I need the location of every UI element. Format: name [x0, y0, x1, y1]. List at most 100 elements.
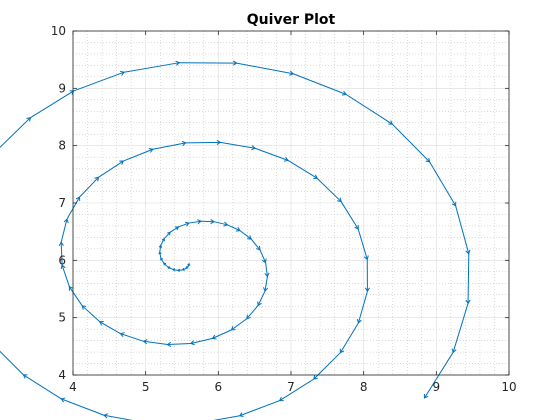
quiver-arrow — [357, 228, 368, 260]
quiver-arrowhead — [185, 266, 189, 270]
quiver-arrow — [254, 147, 289, 161]
quiver-arrow — [246, 305, 259, 319]
quiver-arrowhead — [103, 413, 108, 419]
y-tick-label: 9 — [58, 81, 66, 95]
quiver-arrow — [99, 321, 121, 335]
quiver-arrowhead — [184, 221, 190, 227]
quiver-arrow — [257, 290, 266, 306]
quiver-arrowhead — [341, 90, 347, 96]
quiver-arrow — [340, 201, 359, 230]
quiver-arrow — [265, 262, 268, 277]
quiver-arrow — [178, 222, 190, 228]
x-tick-label: 6 — [215, 380, 223, 394]
quiver-arrowhead — [148, 148, 154, 153]
quiver-arrow — [188, 220, 202, 224]
quiver-arrowhead — [363, 255, 369, 261]
quiver-arrows — [0, 60, 471, 420]
quiver-arrow — [68, 286, 83, 307]
quiver-arrow — [227, 224, 241, 232]
quiver-arrow — [103, 414, 133, 420]
quiver-arrow — [190, 337, 213, 344]
quiver-arrow — [287, 159, 318, 179]
quiver-arrowhead — [313, 174, 318, 179]
quiver-arrowhead — [167, 266, 171, 270]
y-tick-label: 4 — [58, 368, 66, 382]
quiver-arrow — [259, 249, 267, 263]
quiver-arrow — [169, 226, 179, 233]
quiver-arrow — [455, 205, 470, 254]
quiver-arrowhead — [142, 339, 148, 345]
quiver-arrowhead — [187, 263, 191, 267]
quiver-arrow — [213, 221, 228, 226]
x-tick-label: 4 — [69, 380, 77, 394]
quiver-arrow — [292, 73, 347, 95]
quiver-arrowhead — [423, 393, 429, 399]
quiver-arrow — [0, 117, 31, 148]
quiver-arrowhead — [166, 341, 172, 347]
x-tick-label: 7 — [287, 380, 295, 394]
y-tick-label: 5 — [58, 311, 66, 325]
quiver-arrowhead — [246, 314, 251, 320]
quiver-arrow — [81, 305, 101, 323]
quiver-arrowhead — [189, 340, 195, 346]
x-tick-label: 5 — [142, 380, 150, 394]
quiver-arrowhead — [63, 218, 69, 224]
quiver-arrow — [160, 257, 165, 264]
quiver-arrow — [143, 340, 168, 346]
quiver-arrow — [152, 142, 186, 150]
quiver-arrow — [429, 161, 457, 206]
quiver-arrow — [391, 123, 430, 163]
quiver-arrow — [0, 350, 24, 376]
y-tick-label: 10 — [51, 24, 66, 38]
x-tick-label: 9 — [433, 380, 441, 394]
quiver-arrow — [212, 329, 232, 339]
ticks — [72, 30, 510, 376]
quiver-arrow — [220, 141, 256, 149]
quiver-arrow — [231, 318, 248, 331]
quiver-arrow — [239, 230, 252, 240]
quiver-arrow — [23, 374, 62, 400]
quiver-arrow — [98, 160, 124, 178]
quiver-arrow — [123, 62, 180, 73]
quiver-arrowhead — [119, 332, 125, 338]
tick-labels: 4 5 6 7 8 9 10 4 5 6 7 8 9 10 — [51, 24, 517, 394]
quiver-arrow — [316, 177, 342, 202]
chart-title: Quiver Plot — [247, 12, 336, 28]
quiver-arrowhead — [278, 396, 284, 402]
quiver-arrow — [79, 176, 99, 198]
quiver-arrow — [357, 291, 368, 323]
quiver-arrowhead — [337, 197, 342, 203]
quiver-arrow — [123, 148, 153, 162]
quiver-arrow — [159, 252, 162, 259]
quiver-arrowhead — [167, 231, 171, 236]
quiver-arrow — [73, 71, 125, 92]
quiver-arrowhead — [238, 412, 244, 418]
quiver-arrow — [60, 219, 68, 243]
quiver-arrowhead — [163, 262, 167, 266]
quiver-arrow — [467, 253, 470, 304]
quiver-arrowhead — [68, 285, 74, 291]
quiver-arrow — [167, 342, 191, 346]
x-tick-label: 10 — [501, 380, 516, 394]
quiver-arrowhead — [235, 226, 241, 232]
quiver-arrow — [30, 90, 74, 119]
quiver-arrowhead — [181, 140, 187, 146]
quiver-arrowhead — [158, 244, 163, 248]
quiver-arrow — [163, 262, 169, 268]
quiver-arrow — [61, 398, 105, 416]
y-tick-label: 6 — [58, 253, 66, 267]
quiver-arrow — [236, 62, 294, 75]
quiver-arrowhead — [354, 224, 359, 230]
quiver-arrowhead — [313, 375, 318, 380]
y-tick-label: 8 — [58, 139, 66, 153]
quiver-arrow — [345, 93, 393, 125]
quiver-arrowhead — [364, 287, 370, 293]
quiver-arrowhead — [98, 320, 104, 326]
quiver-arrowhead — [60, 264, 66, 270]
quiver-arrow — [339, 322, 359, 353]
quiver-arrow — [160, 238, 165, 246]
quiver-arrow — [239, 400, 280, 417]
y-tick-label: 7 — [58, 196, 66, 210]
